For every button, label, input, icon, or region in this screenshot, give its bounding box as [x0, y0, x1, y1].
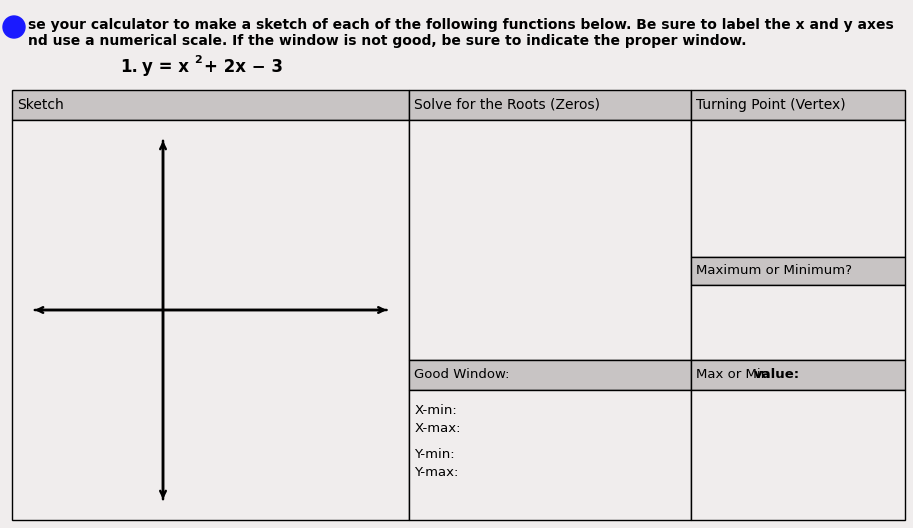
Bar: [690, 120, 905, 257]
Text: X-max:: X-max:: [415, 422, 461, 435]
Text: Solve for the Roots (Zeros): Solve for the Roots (Zeros): [415, 98, 601, 112]
Text: value:: value:: [753, 369, 800, 382]
Text: Sketch: Sketch: [17, 98, 64, 112]
Bar: [12, 90, 409, 120]
Text: nd use a numerical scale. If the window is not good, be sure to indicate the pro: nd use a numerical scale. If the window …: [28, 34, 747, 48]
Text: Maximum or Minimum?: Maximum or Minimum?: [696, 265, 852, 278]
Bar: [409, 360, 690, 390]
Text: Y-max:: Y-max:: [415, 466, 458, 479]
Bar: [690, 360, 905, 390]
Bar: [690, 90, 905, 120]
Text: + 2x − 3: + 2x − 3: [204, 58, 283, 76]
Bar: [409, 120, 690, 360]
Bar: [409, 90, 690, 120]
Text: y = x: y = x: [142, 58, 189, 76]
Text: Max or Min: Max or Min: [696, 369, 773, 382]
Circle shape: [3, 16, 25, 38]
Text: X-min:: X-min:: [415, 404, 457, 417]
Bar: [409, 390, 690, 520]
Bar: [690, 390, 905, 520]
Text: 2: 2: [194, 55, 202, 65]
Bar: [690, 257, 905, 285]
Text: 1.: 1.: [120, 58, 138, 76]
Text: Turning Point (Vertex): Turning Point (Vertex): [696, 98, 845, 112]
Text: se your calculator to make a sketch of each of the following functions below. Be: se your calculator to make a sketch of e…: [28, 18, 894, 32]
Text: Good Window:: Good Window:: [415, 369, 509, 382]
Text: Y-min:: Y-min:: [415, 448, 455, 461]
Bar: [12, 120, 409, 520]
Bar: [690, 285, 905, 360]
